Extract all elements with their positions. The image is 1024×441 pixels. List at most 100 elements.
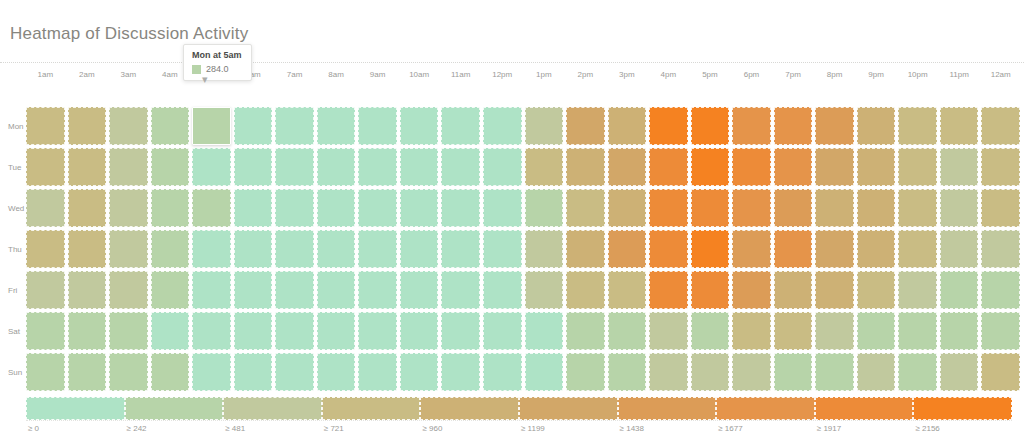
heatmap-cell[interactable] bbox=[26, 353, 65, 391]
heatmap-cell[interactable] bbox=[192, 353, 231, 391]
heatmap-cell[interactable] bbox=[649, 353, 688, 391]
heatmap-cell[interactable] bbox=[234, 148, 273, 186]
heatmap-cell[interactable] bbox=[691, 271, 730, 309]
heatmap-cell[interactable] bbox=[898, 107, 937, 145]
heatmap-cell[interactable] bbox=[691, 189, 730, 227]
heatmap-cell[interactable] bbox=[566, 271, 605, 309]
heatmap-cell[interactable] bbox=[981, 271, 1020, 309]
heatmap-cell[interactable] bbox=[940, 312, 979, 350]
heatmap-cell[interactable] bbox=[151, 230, 190, 268]
heatmap-cell[interactable] bbox=[358, 148, 397, 186]
heatmap-cell[interactable] bbox=[400, 230, 439, 268]
heatmap-cell[interactable] bbox=[815, 312, 854, 350]
heatmap-cell[interactable] bbox=[400, 353, 439, 391]
heatmap-cell[interactable] bbox=[981, 107, 1020, 145]
heatmap-cell[interactable] bbox=[566, 312, 605, 350]
heatmap-cell[interactable] bbox=[483, 230, 522, 268]
heatmap-cell[interactable] bbox=[691, 230, 730, 268]
heatmap-cell[interactable] bbox=[898, 189, 937, 227]
heatmap-cell[interactable] bbox=[26, 189, 65, 227]
heatmap-cell[interactable] bbox=[815, 353, 854, 391]
heatmap-cell[interactable] bbox=[234, 271, 273, 309]
heatmap-cell[interactable] bbox=[441, 353, 480, 391]
heatmap-cell[interactable] bbox=[275, 353, 314, 391]
heatmap-cell[interactable] bbox=[815, 271, 854, 309]
heatmap-cell[interactable] bbox=[525, 312, 564, 350]
heatmap-cell[interactable] bbox=[400, 189, 439, 227]
heatmap-cell[interactable] bbox=[192, 148, 231, 186]
heatmap-cell[interactable] bbox=[525, 230, 564, 268]
heatmap-cell[interactable] bbox=[109, 271, 148, 309]
heatmap-cell[interactable] bbox=[68, 271, 107, 309]
heatmap-cell[interactable] bbox=[483, 271, 522, 309]
heatmap-cell[interactable] bbox=[608, 230, 647, 268]
heatmap-cell[interactable] bbox=[608, 107, 647, 145]
heatmap-cell[interactable] bbox=[732, 148, 771, 186]
heatmap-cell[interactable] bbox=[815, 189, 854, 227]
heatmap-cell[interactable] bbox=[26, 148, 65, 186]
heatmap-cell[interactable] bbox=[608, 312, 647, 350]
heatmap-cell[interactable] bbox=[525, 189, 564, 227]
heatmap-cell[interactable] bbox=[109, 353, 148, 391]
heatmap-cell[interactable] bbox=[898, 148, 937, 186]
heatmap-cell[interactable] bbox=[774, 189, 813, 227]
heatmap-cell[interactable] bbox=[109, 230, 148, 268]
heatmap-cell[interactable] bbox=[940, 148, 979, 186]
heatmap-cell[interactable] bbox=[68, 148, 107, 186]
heatmap-cell[interactable] bbox=[691, 107, 730, 145]
heatmap-cell[interactable] bbox=[815, 148, 854, 186]
heatmap-cell[interactable] bbox=[358, 230, 397, 268]
heatmap-cell[interactable] bbox=[525, 148, 564, 186]
heatmap-cell[interactable] bbox=[151, 189, 190, 227]
heatmap-cell[interactable] bbox=[774, 230, 813, 268]
heatmap-cell[interactable] bbox=[981, 353, 1020, 391]
heatmap-cell[interactable] bbox=[192, 230, 231, 268]
heatmap-cell[interactable] bbox=[317, 230, 356, 268]
heatmap-cell[interactable] bbox=[649, 189, 688, 227]
heatmap-cell[interactable] bbox=[483, 107, 522, 145]
heatmap-cell[interactable] bbox=[358, 353, 397, 391]
heatmap-cell[interactable] bbox=[68, 107, 107, 145]
heatmap-cell[interactable] bbox=[275, 230, 314, 268]
heatmap-cell[interactable] bbox=[815, 107, 854, 145]
heatmap-cell[interactable] bbox=[566, 189, 605, 227]
heatmap-cell[interactable] bbox=[358, 271, 397, 309]
heatmap-cell[interactable] bbox=[691, 312, 730, 350]
heatmap-cell[interactable] bbox=[608, 148, 647, 186]
heatmap-cell[interactable] bbox=[68, 312, 107, 350]
heatmap-cell[interactable] bbox=[566, 107, 605, 145]
heatmap-cell[interactable] bbox=[192, 312, 231, 350]
heatmap-cell[interactable] bbox=[691, 353, 730, 391]
heatmap-cell[interactable] bbox=[358, 107, 397, 145]
heatmap-cell[interactable] bbox=[192, 189, 231, 227]
heatmap-cell[interactable] bbox=[981, 148, 1020, 186]
heatmap-cell[interactable] bbox=[649, 230, 688, 268]
heatmap-cell[interactable] bbox=[441, 148, 480, 186]
heatmap-cell[interactable] bbox=[151, 353, 190, 391]
heatmap-cell[interactable] bbox=[317, 107, 356, 145]
heatmap-cell[interactable] bbox=[358, 189, 397, 227]
heatmap-cell[interactable] bbox=[358, 312, 397, 350]
heatmap-cell[interactable] bbox=[26, 312, 65, 350]
heatmap-cell[interactable] bbox=[566, 230, 605, 268]
heatmap-cell[interactable] bbox=[26, 107, 65, 145]
heatmap-cell[interactable] bbox=[691, 148, 730, 186]
heatmap-cell[interactable] bbox=[109, 148, 148, 186]
heatmap-cell[interactable] bbox=[732, 107, 771, 145]
heatmap-cell[interactable] bbox=[649, 312, 688, 350]
heatmap-cell[interactable] bbox=[815, 230, 854, 268]
heatmap-cell[interactable] bbox=[732, 312, 771, 350]
heatmap-cell[interactable] bbox=[275, 148, 314, 186]
heatmap-cell[interactable] bbox=[68, 189, 107, 227]
heatmap-cell[interactable] bbox=[192, 271, 231, 309]
heatmap-cell[interactable] bbox=[898, 353, 937, 391]
heatmap-cell[interactable] bbox=[940, 230, 979, 268]
heatmap-cell[interactable] bbox=[981, 230, 1020, 268]
heatmap-cell[interactable] bbox=[441, 271, 480, 309]
heatmap-cell[interactable] bbox=[483, 353, 522, 391]
heatmap-cell[interactable] bbox=[275, 107, 314, 145]
heatmap-cell[interactable] bbox=[441, 107, 480, 145]
heatmap-cell[interactable] bbox=[774, 271, 813, 309]
heatmap-cell[interactable] bbox=[400, 271, 439, 309]
heatmap-cell[interactable] bbox=[774, 148, 813, 186]
